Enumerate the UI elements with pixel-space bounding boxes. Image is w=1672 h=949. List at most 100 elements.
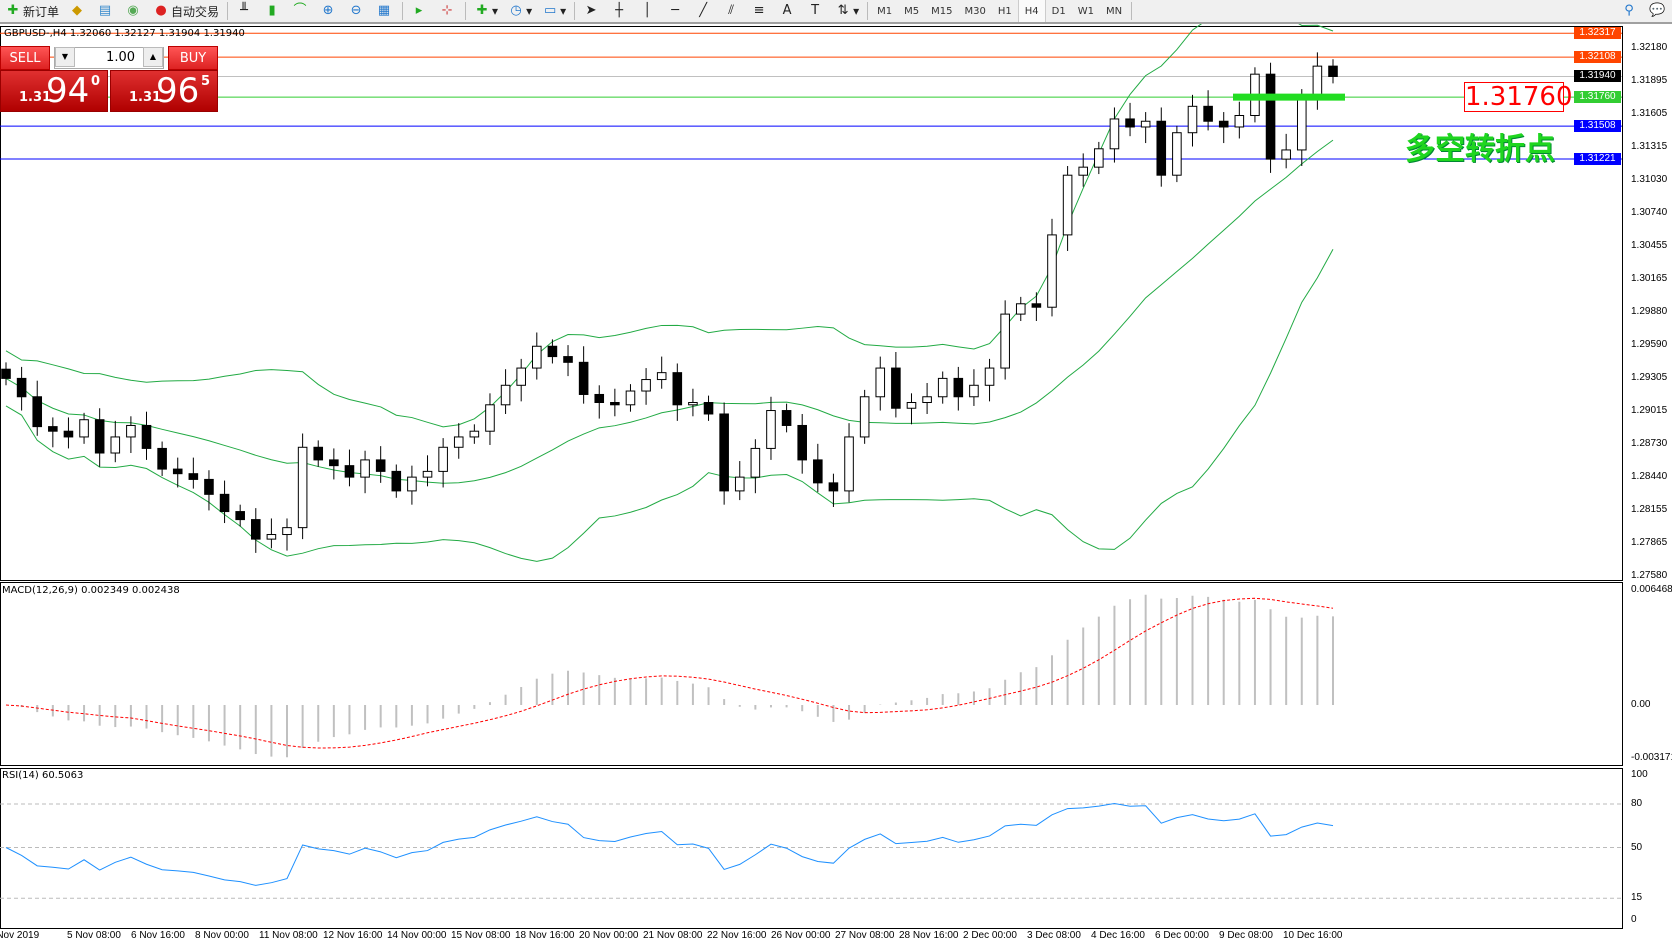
chat-button[interactable]: 💬: [1644, 0, 1672, 22]
candlestick-icon: ▮: [268, 3, 276, 18]
candle-body: [984, 367, 995, 386]
templates-button[interactable]: ▭ ▾: [543, 3, 567, 18]
buy-button[interactable]: BUY: [168, 46, 218, 70]
bar-chart-button[interactable]: ╨: [231, 0, 259, 22]
buy-price[interactable]: 1.31 96 5: [110, 70, 218, 112]
timeframe-mn[interactable]: MN: [1105, 5, 1123, 17]
timeframe-m5[interactable]: M5: [904, 5, 920, 17]
price-chart[interactable]: [0, 24, 1672, 949]
candle-body: [1281, 149, 1291, 160]
search-button[interactable]: ⚲: [1616, 0, 1644, 22]
candle-body: [1125, 118, 1135, 128]
candle-body: [1265, 73, 1276, 160]
candle-body: [266, 534, 277, 540]
signals-button[interactable]: ◉: [120, 0, 148, 22]
auto-trading-button[interactable]: ● 自动交易: [148, 0, 224, 22]
time-tick: 22 Nov 16:00: [707, 930, 767, 941]
sell-price[interactable]: 1.31 94 0: [0, 70, 108, 112]
vertical-line-icon: │: [643, 3, 652, 18]
arrows-button[interactable]: ⇅ ▾: [830, 0, 864, 22]
candle-body: [969, 384, 979, 398]
macd-pane-frame: [0, 582, 1623, 766]
crosshair-icon: ┼: [615, 3, 624, 18]
candle-body: [188, 473, 199, 480]
price-tick: 1.28440: [1631, 471, 1668, 483]
price-tick: 1.28730: [1631, 437, 1668, 449]
sell-button[interactable]: SELL: [0, 46, 50, 70]
fibonacci-button[interactable]: ≡: [746, 0, 774, 22]
time-tick: 2 Dec 00:00: [963, 930, 1017, 941]
zoom-out-icon: ⊖: [350, 3, 362, 18]
trendline-button[interactable]: ╱: [690, 0, 718, 22]
crosshair-button[interactable]: ┼: [606, 0, 634, 22]
candle-body: [641, 379, 651, 392]
signal-icon: ◉: [127, 3, 139, 18]
candle-body: [813, 459, 823, 484]
timeframe-m1[interactable]: M1: [877, 5, 893, 17]
rsi-pane-frame: [0, 768, 1623, 929]
market-watch-button[interactable]: ◆: [64, 0, 92, 22]
timeframe-d1[interactable]: D1: [1051, 5, 1066, 17]
price-tick: 1.31030: [1631, 173, 1668, 185]
timeframe-h4[interactable]: H4: [1017, 0, 1046, 22]
time-tick: 18 Nov 16:00: [515, 930, 575, 941]
new-order-button[interactable]: ✚ 新订单: [0, 0, 64, 22]
lot-size-input[interactable]: 1.00: [54, 47, 164, 69]
candle-body: [204, 478, 214, 495]
candle-body: [610, 402, 620, 406]
new-order-icon: ✚: [7, 3, 19, 18]
cursor-button[interactable]: ➤: [578, 0, 606, 22]
text-label-button[interactable]: T: [802, 0, 830, 22]
tile-icon: ▦: [377, 3, 391, 18]
candle-body: [282, 527, 292, 536]
autoscroll-button[interactable]: ▸: [406, 0, 434, 22]
timeframe-m30[interactable]: M30: [964, 5, 986, 17]
zoom-in-button[interactable]: ⊕: [315, 0, 343, 22]
pivot-annotation-text[interactable]: 多空转折点: [1405, 132, 1555, 167]
macd-tick: -0.003171: [1631, 752, 1672, 763]
timeframe-m15[interactable]: M15: [931, 5, 953, 17]
candle-body: [672, 372, 683, 406]
candle-body: [1062, 174, 1073, 236]
horizontal-line-button[interactable]: ─: [662, 0, 690, 22]
price-tag-3: 1.31760: [1574, 91, 1621, 104]
timeframe-w1[interactable]: W1: [1077, 5, 1094, 17]
candle-body: [1172, 132, 1182, 176]
lot-decrease-button[interactable]: ▼: [55, 47, 75, 67]
channel-button[interactable]: ⫽: [718, 0, 746, 22]
text-button[interactable]: A: [774, 0, 802, 22]
price-tick: 1.30455: [1631, 239, 1668, 251]
candle-body: [79, 419, 89, 438]
candle-body: [63, 430, 74, 438]
price-tag-1: 1.32108: [1574, 51, 1621, 64]
one-click-trading-panel: SELL 1.00 ▼ ▲ BUY 1.31 94 0 1.31 96 5: [0, 46, 220, 112]
candle-body: [1312, 65, 1323, 99]
indicators-button[interactable]: ✚ ▾: [469, 0, 503, 22]
periods-button[interactable]: ◷ ▾: [503, 0, 537, 22]
candle-body: [594, 393, 605, 404]
price-tick: 1.27865: [1631, 537, 1668, 549]
price-annotation-box[interactable]: 1.31760: [1464, 82, 1573, 112]
chart-shift-button[interactable]: ⊹: [434, 0, 462, 22]
candle-body: [32, 396, 43, 428]
toolbar: ✚ 新订单 ◆ ▤ ◉ ● 自动交易 ╨ ▮ ⌒ ⊕ ⊖ ▦ ▸ ⊹ ✚ ▾ ◷ ▾ ▭…: [0, 0, 1672, 24]
bollinger-lower: [5, 249, 1334, 562]
candle-body: [563, 356, 573, 363]
fibonacci-icon: ≡: [753, 3, 765, 18]
timeframe-h1[interactable]: H1: [997, 5, 1012, 17]
lot-increase-button[interactable]: ▲: [143, 47, 163, 67]
candle-chart-button[interactable]: ▮: [259, 0, 287, 22]
vertical-line-button[interactable]: │: [634, 0, 662, 22]
terminal-button[interactable]: ▤: [92, 0, 120, 22]
candle-body: [516, 367, 526, 386]
tile-windows-button[interactable]: ▦: [371, 0, 399, 22]
candle-body: [453, 436, 464, 448]
macd-label: MACD(12,26,9) 0.002349 0.002438: [2, 585, 180, 596]
zoom-out-button[interactable]: ⊖: [343, 0, 371, 22]
candle-body: [734, 476, 745, 492]
line-chart-button[interactable]: ⌒: [287, 0, 315, 22]
candle-body: [48, 426, 58, 432]
price-tick: 1.29590: [1631, 339, 1668, 351]
candle-body: [375, 459, 386, 472]
chat-icon: 💬: [1649, 3, 1666, 18]
